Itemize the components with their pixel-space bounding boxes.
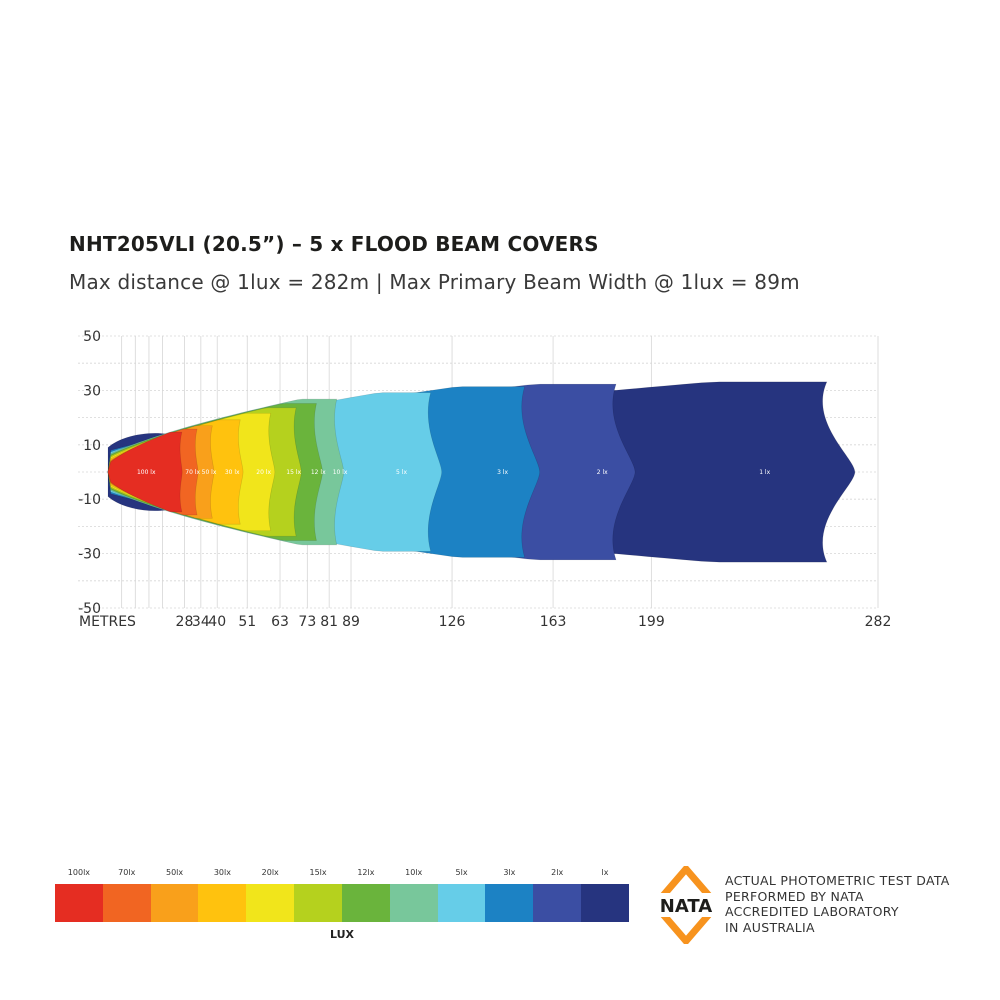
y-tick-label: 30 xyxy=(83,383,101,399)
legend-swatch xyxy=(437,884,486,922)
legend-label: 15lx xyxy=(309,868,327,877)
legend-swatch xyxy=(102,884,151,922)
legend-swatch xyxy=(581,884,629,922)
y-tick-label: -50 xyxy=(78,601,101,617)
isolux-zone-label: 5 lx xyxy=(396,469,407,476)
x-tick-label: 34 xyxy=(192,614,210,630)
legend-label: 3lx xyxy=(503,868,516,877)
isolux-zone-label: 15 lx xyxy=(286,469,301,476)
legend-color-bar xyxy=(55,884,629,922)
x-tick-label: 40 xyxy=(208,614,226,630)
isolux-zone-label: 10 lx xyxy=(333,469,348,476)
x-tick-label: 163 xyxy=(540,614,567,630)
x-tick-label: 282 xyxy=(865,614,892,630)
nata-logo-text: NATA xyxy=(660,896,712,917)
x-tick-label: 28 xyxy=(176,614,194,630)
nata-line: ACTUAL PHOTOMETRIC TEST DATA xyxy=(725,873,950,888)
x-axis-label: METRES xyxy=(79,614,136,630)
x-tick-label: 63 xyxy=(271,614,289,630)
x-tick-label: 199 xyxy=(638,614,665,630)
x-tick-label: 73 xyxy=(298,614,316,630)
legend-label: 20lx xyxy=(261,868,279,877)
nata-line: IN AUSTRALIA xyxy=(725,919,815,935)
legend-swatch xyxy=(55,884,103,922)
lux-legend: 100lx 70lx 50lx 30lx 20lx 15lx 12lx 10lx 5lx 3lx 2… xyxy=(55,868,629,941)
nata-logo: NATA xyxy=(652,866,720,944)
legend-swatch xyxy=(198,884,247,922)
y-tick-label: -10 xyxy=(78,492,101,508)
isolux-zone-label: 100 lx xyxy=(137,469,156,476)
legend-labels: 100lx 70lx 50lx 30lx 20lx 15lx 12lx 10lx 5lx 3lx 2… xyxy=(55,868,629,882)
y-tick-label: -30 xyxy=(78,547,101,563)
legend-label: 2lx xyxy=(551,868,564,877)
isolux-zone-label: 3 lx xyxy=(497,469,508,476)
isolux-chart: 1 lx 2 lx 3 lx 5 lx 10 lx 12 lx 15 lx 20 lx 30 l… xyxy=(78,329,891,630)
nata-accreditation-text: ACTUAL PHOTOMETRIC TEST DATA PERFORMED B… xyxy=(725,873,950,935)
legend-unit-label: LUX xyxy=(329,928,355,941)
legend-swatch xyxy=(341,884,390,922)
isolux-zone-label: 50 lx xyxy=(202,469,217,476)
legend-label: 12lx xyxy=(357,868,375,877)
legend-swatch xyxy=(294,884,342,922)
nata-line: ACCREDITED LABORATORY xyxy=(725,904,899,919)
legend-swatch xyxy=(150,884,199,922)
legend-swatch xyxy=(533,884,582,922)
legend-label: lx xyxy=(601,868,609,877)
legend-label: 70lx xyxy=(118,868,136,877)
y-axis: 50 30 10 -10 -30 -50 xyxy=(78,329,101,617)
isolux-zone-label: 12 lx xyxy=(311,469,326,476)
chart-title: NHT205VLI (20.5”) – 5 x FLOOD BEAM COVER… xyxy=(69,232,599,256)
isolux-zone-label: 30 lx xyxy=(225,469,240,476)
legend-swatch xyxy=(389,884,438,922)
isolux-zones xyxy=(107,381,856,563)
legend-label: 30lx xyxy=(213,868,231,877)
legend-swatch xyxy=(246,884,295,922)
y-tick-label: 10 xyxy=(83,438,101,454)
isolux-zone-label: 2 lx xyxy=(597,469,608,476)
legend-label: 100lx xyxy=(67,868,91,877)
isolux-zone-label: 20 lx xyxy=(256,469,271,476)
legend-label: 5lx xyxy=(455,868,468,877)
y-tick-label: 50 xyxy=(83,329,101,345)
isolux-zone-label: 1 lx xyxy=(759,469,770,476)
x-tick-label: 126 xyxy=(439,614,466,630)
x-tick-label: 81 xyxy=(320,614,338,630)
x-tick-label: 51 xyxy=(238,614,256,630)
x-tick-label: 89 xyxy=(342,614,360,630)
nata-line: PERFORMED BY NATA xyxy=(725,888,864,904)
legend-label: 50lx xyxy=(166,868,184,877)
isolux-zone-label: 70 lx xyxy=(185,469,200,476)
isolux-zone-100lx xyxy=(107,431,183,513)
isolux-zone-labels: 1 lx 2 lx 3 lx 5 lx 10 lx 12 lx 15 lx 20 lx 30 l… xyxy=(137,469,771,476)
legend-swatch xyxy=(485,884,534,922)
chart-subtitle: Max distance @ 1lux = 282m | Max Primary… xyxy=(69,270,800,294)
legend-label: 10lx xyxy=(405,868,423,877)
